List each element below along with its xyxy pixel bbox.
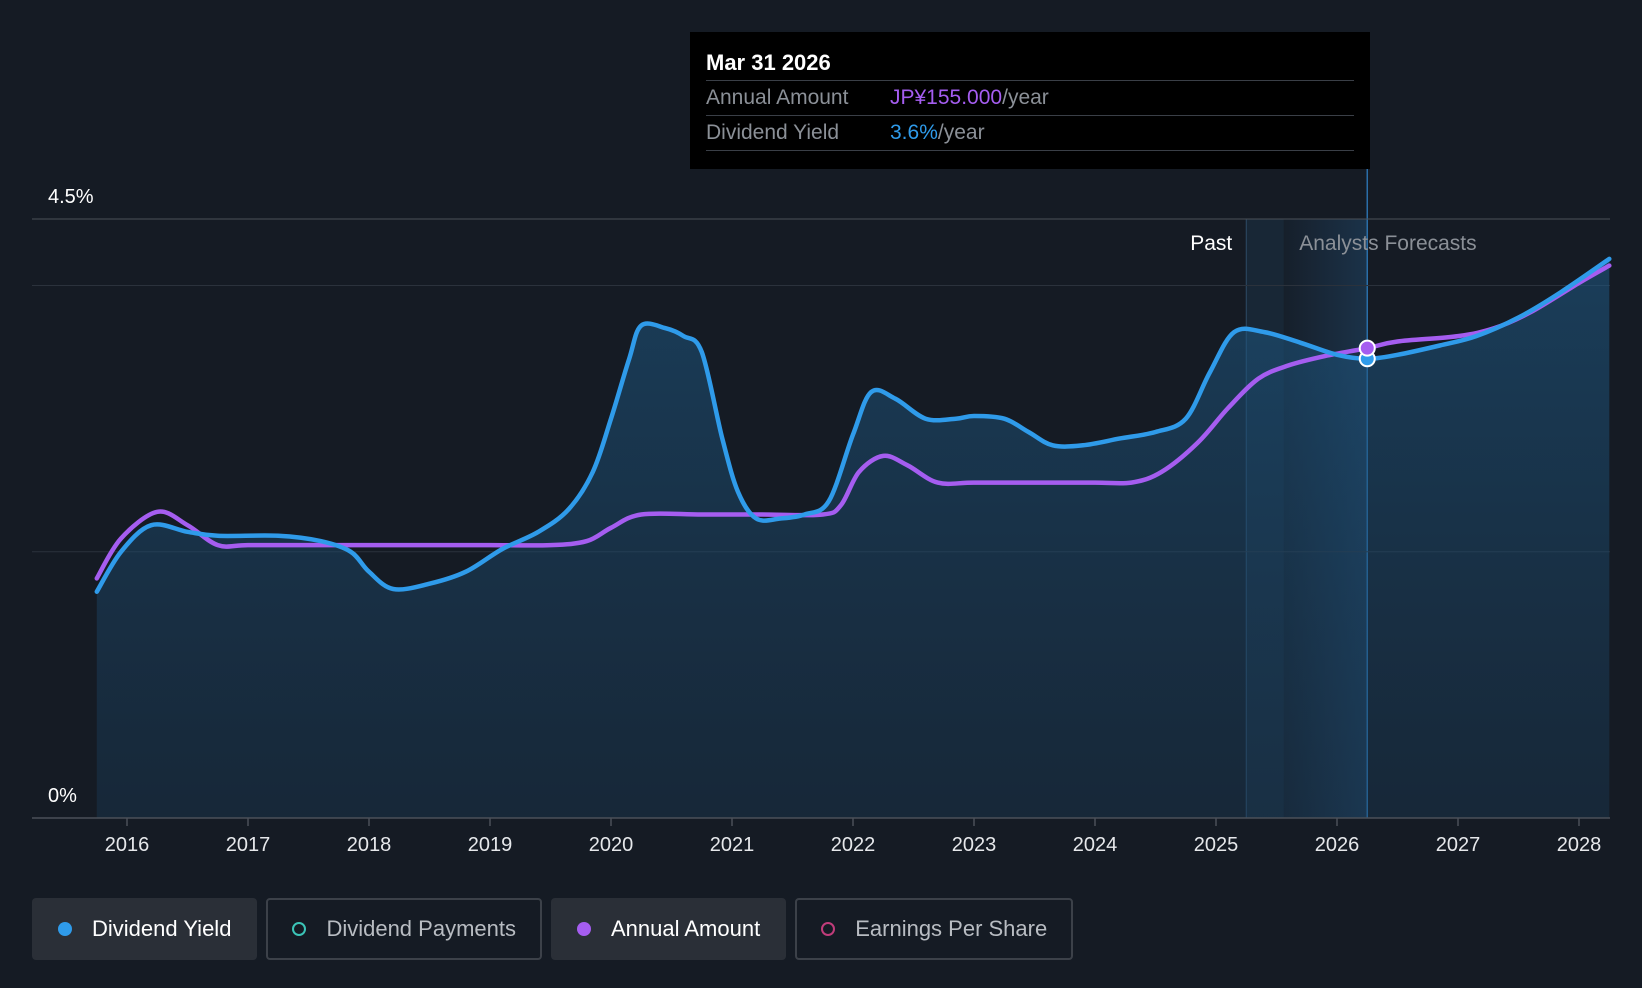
earnings-per-share-ring-icon — [821, 922, 836, 936]
legend-label: Dividend Yield — [92, 916, 232, 941]
legend-dividend-yield-button[interactable]: Dividend Yield — [32, 898, 258, 960]
annual-amount-line — [94, 263, 1612, 581]
dividend-yield-line — [94, 256, 1612, 594]
tooltip-label: Dividend Yield — [706, 121, 840, 144]
legend-label: Earnings Per Share — [855, 916, 1048, 941]
tooltip: Mar 31 2026 Annual Amount JP¥155.000/yea… — [690, 32, 1370, 169]
tooltip-label: Annual Amount — [706, 86, 849, 109]
x-tick-label: 2028 — [1557, 834, 1602, 856]
x-tick-label: 2017 — [226, 834, 271, 856]
dividend-payments-ring-icon — [292, 922, 307, 936]
past-label: Past — [1190, 232, 1232, 255]
tooltip-unit: /year — [937, 121, 985, 144]
tooltip-date: Mar 31 2026 — [706, 46, 1354, 81]
dividend-chart: 2016 2017 2018 2019 2020 2021 2022 2023 2024 2025… — [32, 32, 1612, 856]
legend-annual-amount-button[interactable]: Annual Amount — [550, 898, 787, 960]
tooltip-value: 3.6% — [890, 121, 938, 144]
tooltip-value: JP¥155.000 — [890, 86, 1003, 109]
dividend-yield-area — [96, 258, 1610, 818]
legend: Dividend Yield Dividend Payments Annual … — [32, 898, 1074, 960]
x-tick-label: 2016 — [105, 834, 150, 856]
legend-label: Dividend Payments — [326, 916, 516, 941]
analysts-forecasts-label: Analysts Forecasts — [1299, 232, 1476, 255]
x-tick-label: 2020 — [589, 834, 634, 856]
x-tick-label: 2027 — [1436, 834, 1481, 856]
tooltip-row-dividend-yield: Dividend Yield 3.6%/year — [706, 116, 1354, 151]
legend-earnings-per-share-button[interactable]: Earnings Per Share — [795, 898, 1074, 960]
x-tick-label: 2025 — [1194, 834, 1239, 856]
annual-amount-dot-icon — [576, 922, 591, 936]
legend-dividend-payments-button[interactable]: Dividend Payments — [266, 898, 542, 960]
x-tick-label: 2019 — [468, 834, 513, 856]
x-tick-label: 2018 — [347, 834, 392, 856]
tooltip-row-annual-amount: Annual Amount JP¥155.000/year — [706, 81, 1354, 116]
tooltip-unit: /year — [1002, 86, 1049, 109]
x-tick-label: 2022 — [831, 834, 876, 856]
x-tick-label: 2024 — [1073, 834, 1118, 856]
legend-label: Annual Amount — [610, 916, 761, 941]
chart-svg: 2016 2017 2018 2019 2020 2021 2022 2023 2024 2025… — [32, 168, 1612, 856]
dividend-yield-dot-icon — [58, 922, 72, 936]
x-tick-label: 2021 — [710, 834, 755, 856]
x-tick-label: 2026 — [1315, 834, 1360, 856]
annual-amount-cursor-point — [1358, 339, 1376, 357]
y-max-label: 4.5% — [48, 186, 94, 208]
y-min-label: 0% — [48, 785, 77, 807]
x-tick-label: 2023 — [952, 834, 997, 856]
